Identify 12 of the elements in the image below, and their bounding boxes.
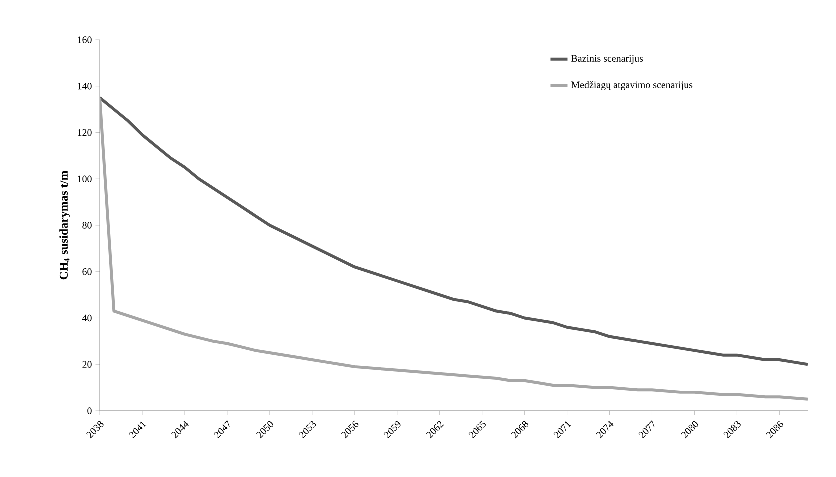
y-tick-label: 120	[78, 129, 92, 136]
y-tick-label: 40	[82, 314, 92, 322]
text: CH$_{4}$ susidarymas t/m	[60, 170, 70, 280]
legend-label: Medžiagų atgavimo scenarijus	[572, 81, 693, 90]
legend-label: Bazinis scenarijus	[572, 55, 644, 64]
y-tick-label: 20	[82, 361, 92, 368]
y-tick-label: 60	[82, 268, 92, 276]
y-tick-label: 0	[88, 408, 92, 414]
y-tick-label: 140	[78, 83, 92, 90]
y-tick-label: 80	[82, 222, 92, 229]
y-tick-label: 160	[78, 36, 92, 44]
y-tick-label: 100	[78, 176, 92, 182]
